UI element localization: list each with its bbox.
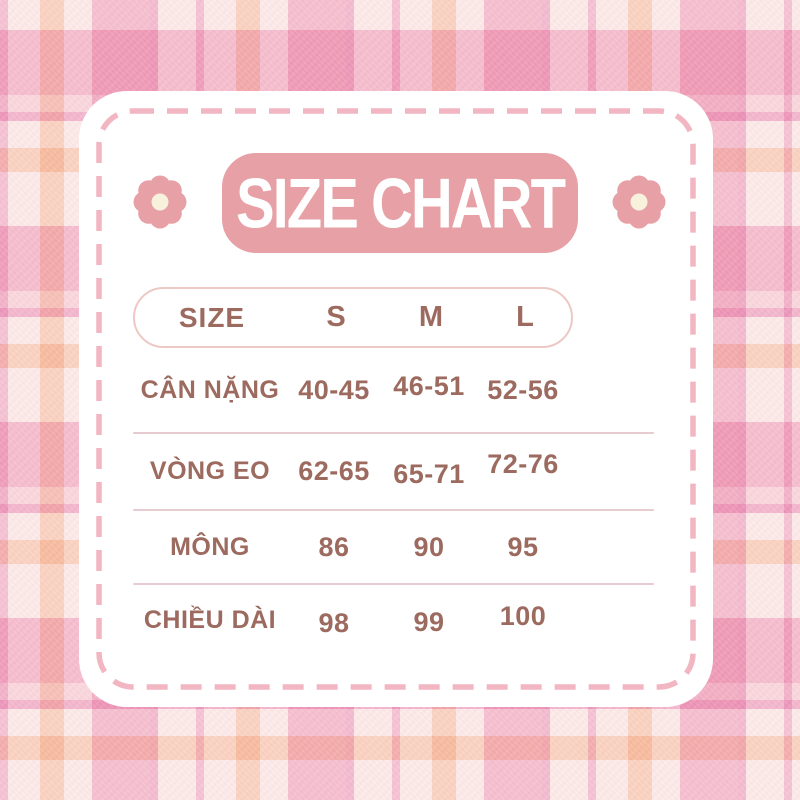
row-label: VÒNG EO	[149, 457, 271, 485]
row-value: 98	[318, 607, 350, 638]
flower-icon	[133, 175, 187, 229]
table-header-row: SIZE S M L	[133, 287, 573, 348]
row-value: 72-76	[487, 449, 559, 479]
table-row: CÂN NẶNG 40-45 46-51 52-56	[133, 348, 654, 432]
row-value: 99	[413, 606, 445, 637]
row-divider	[133, 509, 654, 511]
page-title: SIZE CHART	[236, 163, 566, 243]
size-chart-card: SIZE CHART SIZE S M L CÂN NẶNG 40-45 46-…	[79, 91, 713, 707]
row-label: CHIỀU DÀI	[143, 605, 277, 634]
title-banner: SIZE CHART	[222, 153, 578, 253]
table-row: CHIỀU DÀI 98 99 100	[133, 585, 654, 655]
row-divider	[133, 432, 654, 434]
header-size-label: SIZE	[178, 301, 246, 333]
header-size-l: L	[516, 301, 534, 333]
table-row: MÔNG 86 90 95	[133, 511, 654, 583]
row-value: 40-45	[298, 374, 370, 405]
row-value: 46-51	[393, 370, 465, 401]
flower-icon	[612, 175, 666, 229]
size-table: SIZE S M L CÂN NẶNG 40-45 46-51 52-56 VÒ…	[133, 287, 654, 655]
table-row: VÒNG EO 62-65 65-71 72-76	[133, 434, 654, 509]
row-value: 95	[507, 531, 539, 562]
row-value: 65-71	[393, 459, 465, 489]
row-value: 86	[318, 531, 350, 562]
row-value: 100	[499, 600, 547, 631]
row-label: CÂN NẶNG	[140, 375, 280, 404]
row-value: 62-65	[298, 456, 370, 486]
row-divider	[133, 583, 654, 585]
header-size-m: M	[418, 301, 444, 333]
row-value: 90	[413, 531, 445, 562]
header-size-s: S	[326, 301, 346, 333]
row-label: MÔNG	[170, 532, 250, 561]
row-value: 52-56	[487, 374, 559, 405]
dashed-stitch-border	[96, 108, 696, 690]
